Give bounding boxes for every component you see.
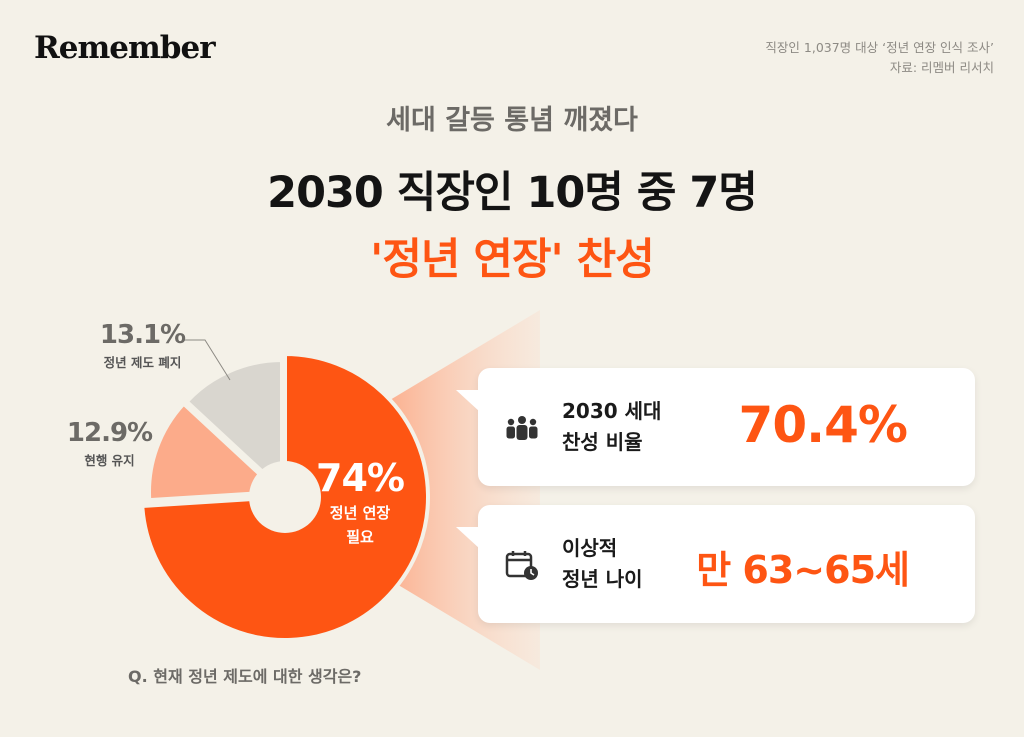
leader-line	[182, 339, 231, 381]
slice-name: 현행 유지	[84, 453, 135, 468]
slice-label-extend: 74% 정년 연장 필요	[300, 456, 420, 548]
survey-question: Q. 현재 정년 제도에 대한 생각은?	[128, 667, 362, 686]
headline-accent: '정년 연장' 찬성	[370, 235, 655, 285]
slice-name-2: 필요	[346, 528, 374, 546]
stat-label-line2: 찬성 비율	[562, 430, 643, 454]
stat-label-line1: 이상적	[562, 536, 618, 560]
stat-value: 만 63~65세	[696, 548, 910, 592]
slice-name: 정년 연장	[329, 504, 391, 522]
slice-value: 74%	[316, 456, 405, 500]
pie-slice	[147, 400, 284, 503]
remember-logo: Remember	[34, 30, 216, 66]
subtitle: 세대 갈등 통념 깨졌다	[386, 105, 638, 136]
pie-slice	[183, 357, 284, 495]
slice-value: 12.9%	[66, 418, 153, 448]
calendar-clock-icon	[505, 551, 538, 580]
stat-label-line2: 정년 나이	[562, 567, 643, 591]
headline: 2030 직장인 10명 중 7명	[267, 168, 758, 218]
pie-center-hole	[249, 461, 321, 533]
stat-label-line1: 2030 세대	[562, 399, 662, 423]
slice-label-keep: 12.9% 현행 유지	[62, 418, 157, 469]
slice-value: 13.1%	[99, 320, 186, 350]
people-icon	[506, 416, 538, 440]
slice-label-abolish: 13.1% 정년 제도 폐지	[95, 320, 190, 371]
stat-value: 70.4%	[738, 396, 908, 454]
source-note: 직장인 1,037명 대상 ‘정년 연장 인식 조사’ 자료: 리멤버 리서치	[765, 38, 994, 78]
survey-info: 직장인 1,037명 대상 ‘정년 연장 인식 조사’	[765, 40, 994, 55]
source-credit: 자료: 리멤버 리서치	[889, 60, 994, 75]
slice-name: 정년 제도 폐지	[103, 355, 182, 370]
